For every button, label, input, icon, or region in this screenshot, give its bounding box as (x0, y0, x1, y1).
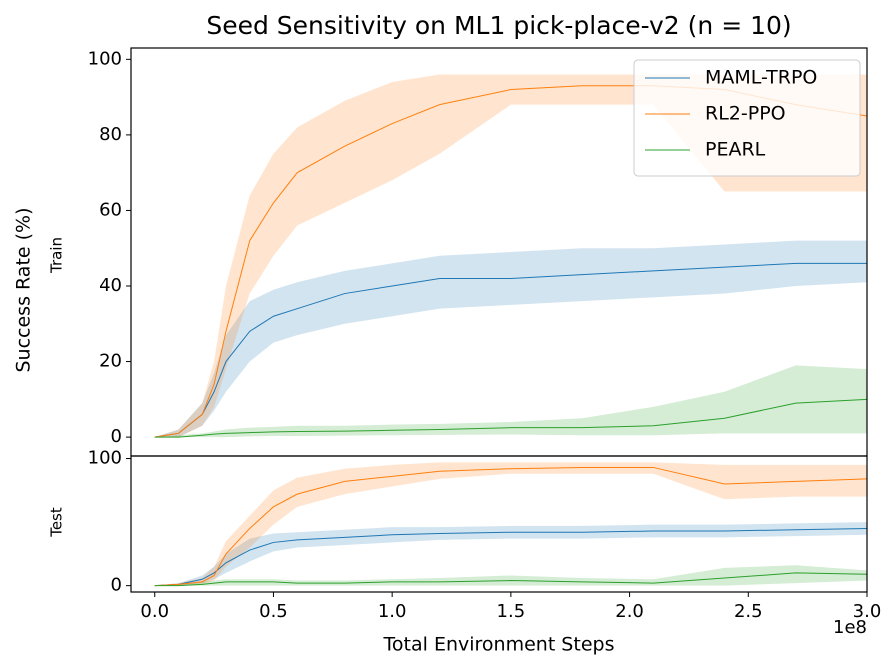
mean-line (154, 398, 867, 438)
mean-line (154, 262, 867, 438)
y-axis-label: Success Rate (%) (13, 207, 35, 372)
y-tick-label: 40 (99, 275, 122, 296)
confidence-band (154, 74, 867, 438)
legend-label: RL2-PPO (705, 103, 786, 125)
legend-box (633, 59, 861, 177)
x-tick-label: 1.0 (378, 601, 407, 622)
x-tick-label: 1.5 (497, 601, 526, 622)
y-tick-label: 60 (99, 199, 122, 220)
x-axis-label: Total Environment Steps (383, 634, 615, 656)
x-tick-label: 0.0 (140, 601, 169, 622)
legend-label: MAML-TRPO (705, 67, 817, 89)
y-tick-label: 80 (99, 124, 122, 145)
y-tick-label: 100 (88, 48, 122, 69)
chart-title: Seed Sensitivity on ML1 pick-place-v2 (n… (206, 11, 791, 40)
panel-label: Train (48, 237, 66, 274)
x-tick-label: 3.0 (853, 601, 882, 622)
x-tick-label: 2.5 (734, 601, 763, 622)
x-tick-label: 0.5 (259, 601, 288, 622)
x-tick-label: 2.0 (615, 601, 644, 622)
panel-label: Test (48, 507, 66, 538)
y-tick-label: 20 (99, 351, 122, 372)
panel: 0 100 0.0 0.5 1.0 1.5 2.0 2.5 3.0 Test Total Envir… (48, 448, 882, 656)
mean-line (154, 572, 867, 587)
plot-area (154, 462, 867, 587)
y-tick-label: 0 (111, 426, 122, 447)
panel: 0 20 40 60 80 100 Train Seed Sensitivity on ML1… (13, 11, 868, 457)
y-tick-label: 0 (111, 575, 122, 596)
y-tick-label: 100 (88, 448, 122, 469)
legend-label: PEARL (705, 139, 766, 161)
mean-line (154, 527, 867, 587)
confidence-band (154, 240, 867, 438)
axes-frame (130, 455, 868, 593)
legend: MAML-TRPO RL2-PPO PEARL (633, 59, 861, 177)
confidence-band (154, 462, 867, 586)
mean-line (154, 466, 867, 587)
x-offset-label: 1e8 (833, 617, 867, 638)
confidence-band (154, 365, 867, 438)
